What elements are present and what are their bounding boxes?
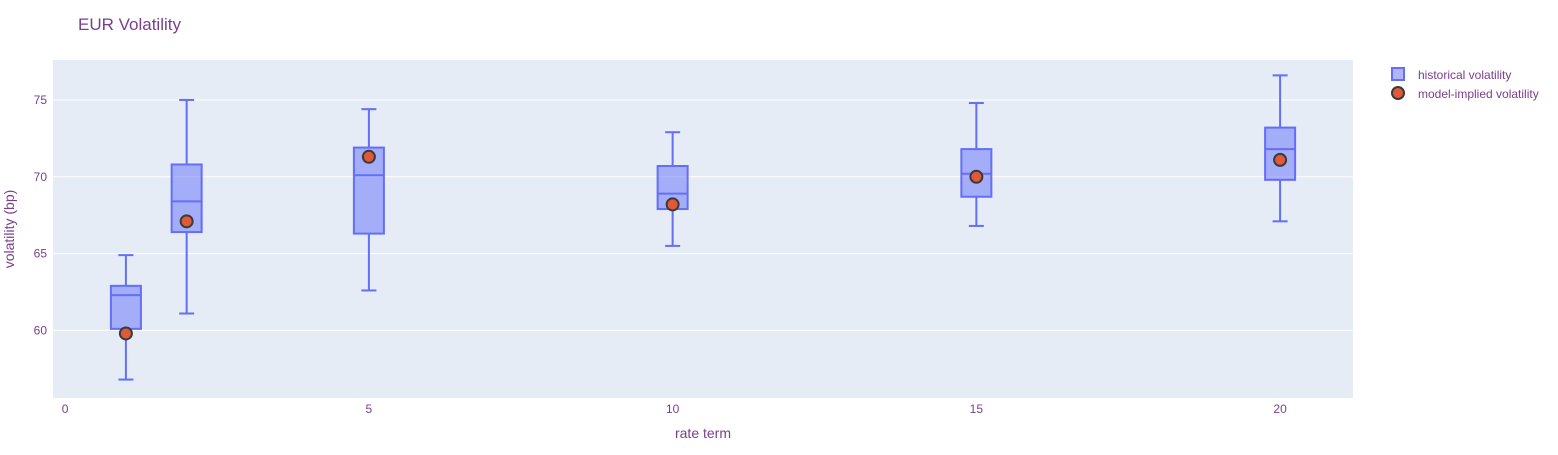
y-tick-label: 60 (34, 323, 48, 337)
x-tick-label: 0 (62, 402, 69, 416)
legend-item-model-implied-volatility[interactable]: model-implied volatility (1391, 86, 1539, 101)
legend-marker-swatch (1391, 86, 1405, 100)
legend-item-historical-volatility[interactable]: historical volatility (1391, 67, 1511, 82)
y-tick-label: 75 (34, 93, 48, 107)
x-axis-title: rate term (675, 425, 731, 441)
y-axis-title: volatility (bp) (1, 190, 17, 269)
legend[interactable]: historical volatility model-implied vola… (1391, 67, 1539, 101)
x-tick-label: 10 (666, 402, 680, 416)
chart-title: EUR Volatility (78, 15, 181, 34)
box-term-5[interactable] (352, 108, 385, 292)
iqr-box (170, 163, 203, 234)
legend-label-historical-volatility: historical volatility (1418, 68, 1511, 82)
y-axis-ticks: 60 65 70 75 (34, 93, 48, 337)
iqr-box (109, 284, 142, 330)
model-implied-point-term-2[interactable] (179, 214, 194, 229)
box-term-2[interactable] (170, 98, 203, 315)
legend-box-swatch (1391, 67, 1405, 81)
y-tick-label: 70 (34, 170, 48, 184)
model-implied-point-term-5[interactable] (361, 149, 376, 164)
scatter-series[interactable] (118, 149, 1288, 341)
model-implied-point-term-10[interactable] (665, 197, 680, 212)
model-implied-point-term-15[interactable] (969, 169, 984, 184)
gridlines (53, 99, 1353, 331)
model-implied-point-term-1[interactable] (118, 326, 133, 341)
legend-label-model-implied-volatility: model-implied volatility (1418, 87, 1539, 101)
plot-area (53, 60, 1353, 398)
x-tick-label: 20 (1273, 402, 1287, 416)
iqr-box (352, 146, 385, 235)
model-implied-point-term-20[interactable] (1273, 152, 1288, 167)
x-tick-label: 5 (366, 402, 373, 416)
y-tick-label: 65 (34, 247, 48, 261)
x-tick-label: 15 (970, 402, 984, 416)
x-axis-ticks: 0 5 10 15 20 (62, 402, 1287, 416)
